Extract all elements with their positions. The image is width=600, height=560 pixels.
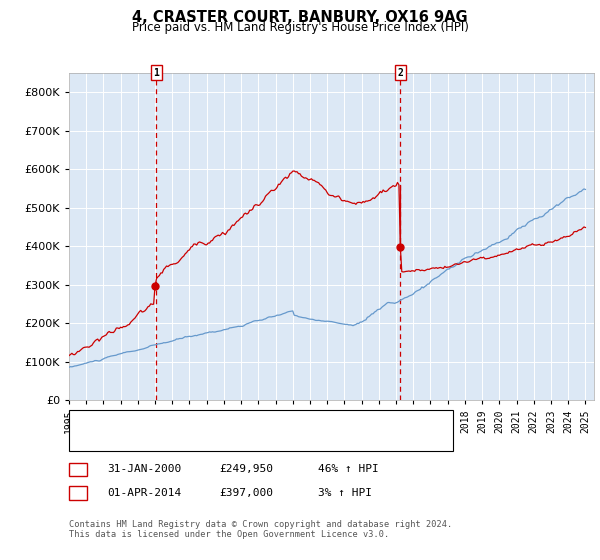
Text: 1: 1: [74, 464, 82, 474]
Text: 2: 2: [74, 488, 82, 498]
Text: £249,950: £249,950: [219, 464, 273, 474]
Text: 1: 1: [154, 68, 160, 78]
Text: 46% ↑ HPI: 46% ↑ HPI: [318, 464, 379, 474]
Text: Price paid vs. HM Land Registry's House Price Index (HPI): Price paid vs. HM Land Registry's House …: [131, 21, 469, 34]
Text: 2: 2: [397, 68, 403, 78]
Text: 3% ↑ HPI: 3% ↑ HPI: [318, 488, 372, 498]
Text: 31-JAN-2000: 31-JAN-2000: [107, 464, 181, 474]
Text: Contains HM Land Registry data © Crown copyright and database right 2024.
This d: Contains HM Land Registry data © Crown c…: [69, 520, 452, 539]
Text: HPI: Average price, detached house, Cherwell: HPI: Average price, detached house, Cher…: [108, 435, 367, 445]
Text: £397,000: £397,000: [219, 488, 273, 498]
Text: 01-APR-2014: 01-APR-2014: [107, 488, 181, 498]
Text: 4, CRASTER COURT, BANBURY, OX16 9AG (detached house): 4, CRASTER COURT, BANBURY, OX16 9AG (det…: [108, 416, 413, 426]
Text: 4, CRASTER COURT, BANBURY, OX16 9AG: 4, CRASTER COURT, BANBURY, OX16 9AG: [132, 10, 468, 25]
